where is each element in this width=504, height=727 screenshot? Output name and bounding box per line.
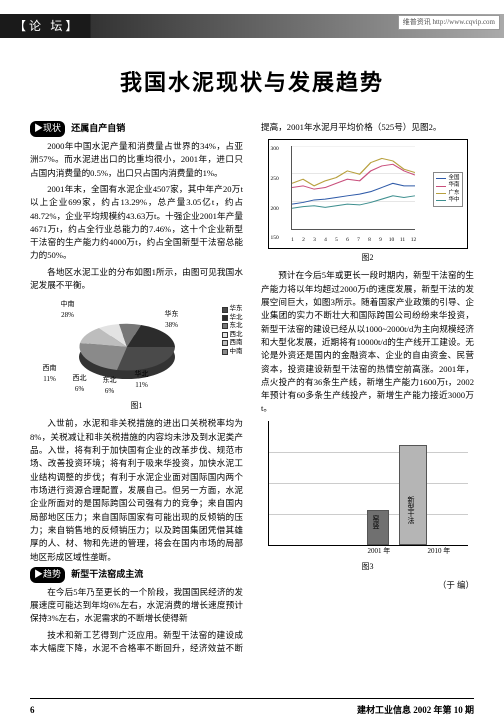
paragraph: 各地区水泥工业的分布如图1所示，由图可见我国水泥发展不平衡。	[30, 266, 243, 293]
bar-chart: 窑竖 新型干法	[268, 421, 468, 546]
paragraph: 2000年中国水泥产量和消费量占世界的34%，占亚洲57%。而水泥进出口的比重均…	[30, 140, 243, 180]
pie-label: 华北11%	[135, 369, 149, 390]
watermark: 维普资讯 http://www.cqvip.com	[398, 15, 500, 30]
x-axis-label: 2010 年	[428, 546, 451, 557]
forum-label: 【论 坛】	[0, 17, 80, 35]
page-footer: 6 建材工业信息 2002 年第 10 期	[0, 704, 504, 718]
figure-1: 中南28% 华东38% 西南11% 西北6% 东北6% 华北11% 华东 华北 …	[30, 297, 243, 412]
figure-3-caption: 图3	[261, 561, 474, 573]
article-title: 我国水泥现状与发展趋势	[0, 66, 504, 99]
section-2-head: ▶趋势 新型干法窑成主流	[30, 567, 243, 583]
trend-tag: ▶趋势	[30, 567, 65, 583]
status-tag: ▶现状	[30, 121, 65, 137]
figure-3: 窑竖 新型干法 2001 年 2010 年 图3	[261, 421, 474, 573]
pie-legend: 华东 华北 东北 西北 西南 中南	[222, 305, 243, 356]
paragraph: 2001年末，全国有水泥企业4507家，其中年产20万t以上企业699家，约占1…	[30, 183, 243, 263]
pie-label: 东北6%	[103, 375, 117, 396]
section-1-head: ▶现状 还属自产自销	[30, 121, 243, 137]
pie-label: 中南28%	[61, 299, 75, 320]
x-axis-label: 2001 年	[368, 546, 391, 557]
paragraph: 入世前，水泥和非关税措施的进出口关税税率均为8%，关税减让和非关税措施的内容均未…	[30, 417, 243, 563]
paragraph: 在今后5年乃至更长的一个阶段，我国国民经济的发展速度可能达到年均6%左右，水泥消…	[30, 586, 243, 626]
chart2-legend: 全国 华南 广东 华中	[433, 172, 462, 207]
bar: 新型干法	[399, 445, 427, 545]
line-chart: 300 250 200 150 1 2 3 4 5 6 7 8 9 10 11 …	[268, 139, 468, 249]
figure-2-caption: 图2	[261, 252, 474, 264]
publication-info: 建材工业信息 2002 年第 10 期	[357, 704, 474, 718]
paragraph: 预计在今后5年或更长一段时期内，新型干法窑的生产能力将以年均超过2000万t的速…	[261, 269, 474, 415]
article-body: ▶现状 还属自产自销 2000年中国水泥产量和消费量占世界的34%，占亚洲57%…	[0, 121, 504, 661]
author-credit: （于 编）	[261, 579, 474, 592]
bar: 窑竖	[367, 510, 389, 545]
section-2-heading: 新型干法窑成主流	[71, 569, 143, 579]
footer-rule	[30, 698, 474, 699]
pie-label: 西北6%	[73, 373, 87, 394]
figure-2: 300 250 200 150 1 2 3 4 5 6 7 8 9 10 11 …	[261, 139, 474, 264]
section-1-heading: 还属自产自销	[71, 123, 125, 133]
pie-label: 西南11%	[43, 363, 57, 384]
figure-1-caption: 图1	[30, 400, 243, 412]
pie-label: 华东38%	[165, 309, 179, 330]
page-number: 6	[30, 704, 35, 718]
